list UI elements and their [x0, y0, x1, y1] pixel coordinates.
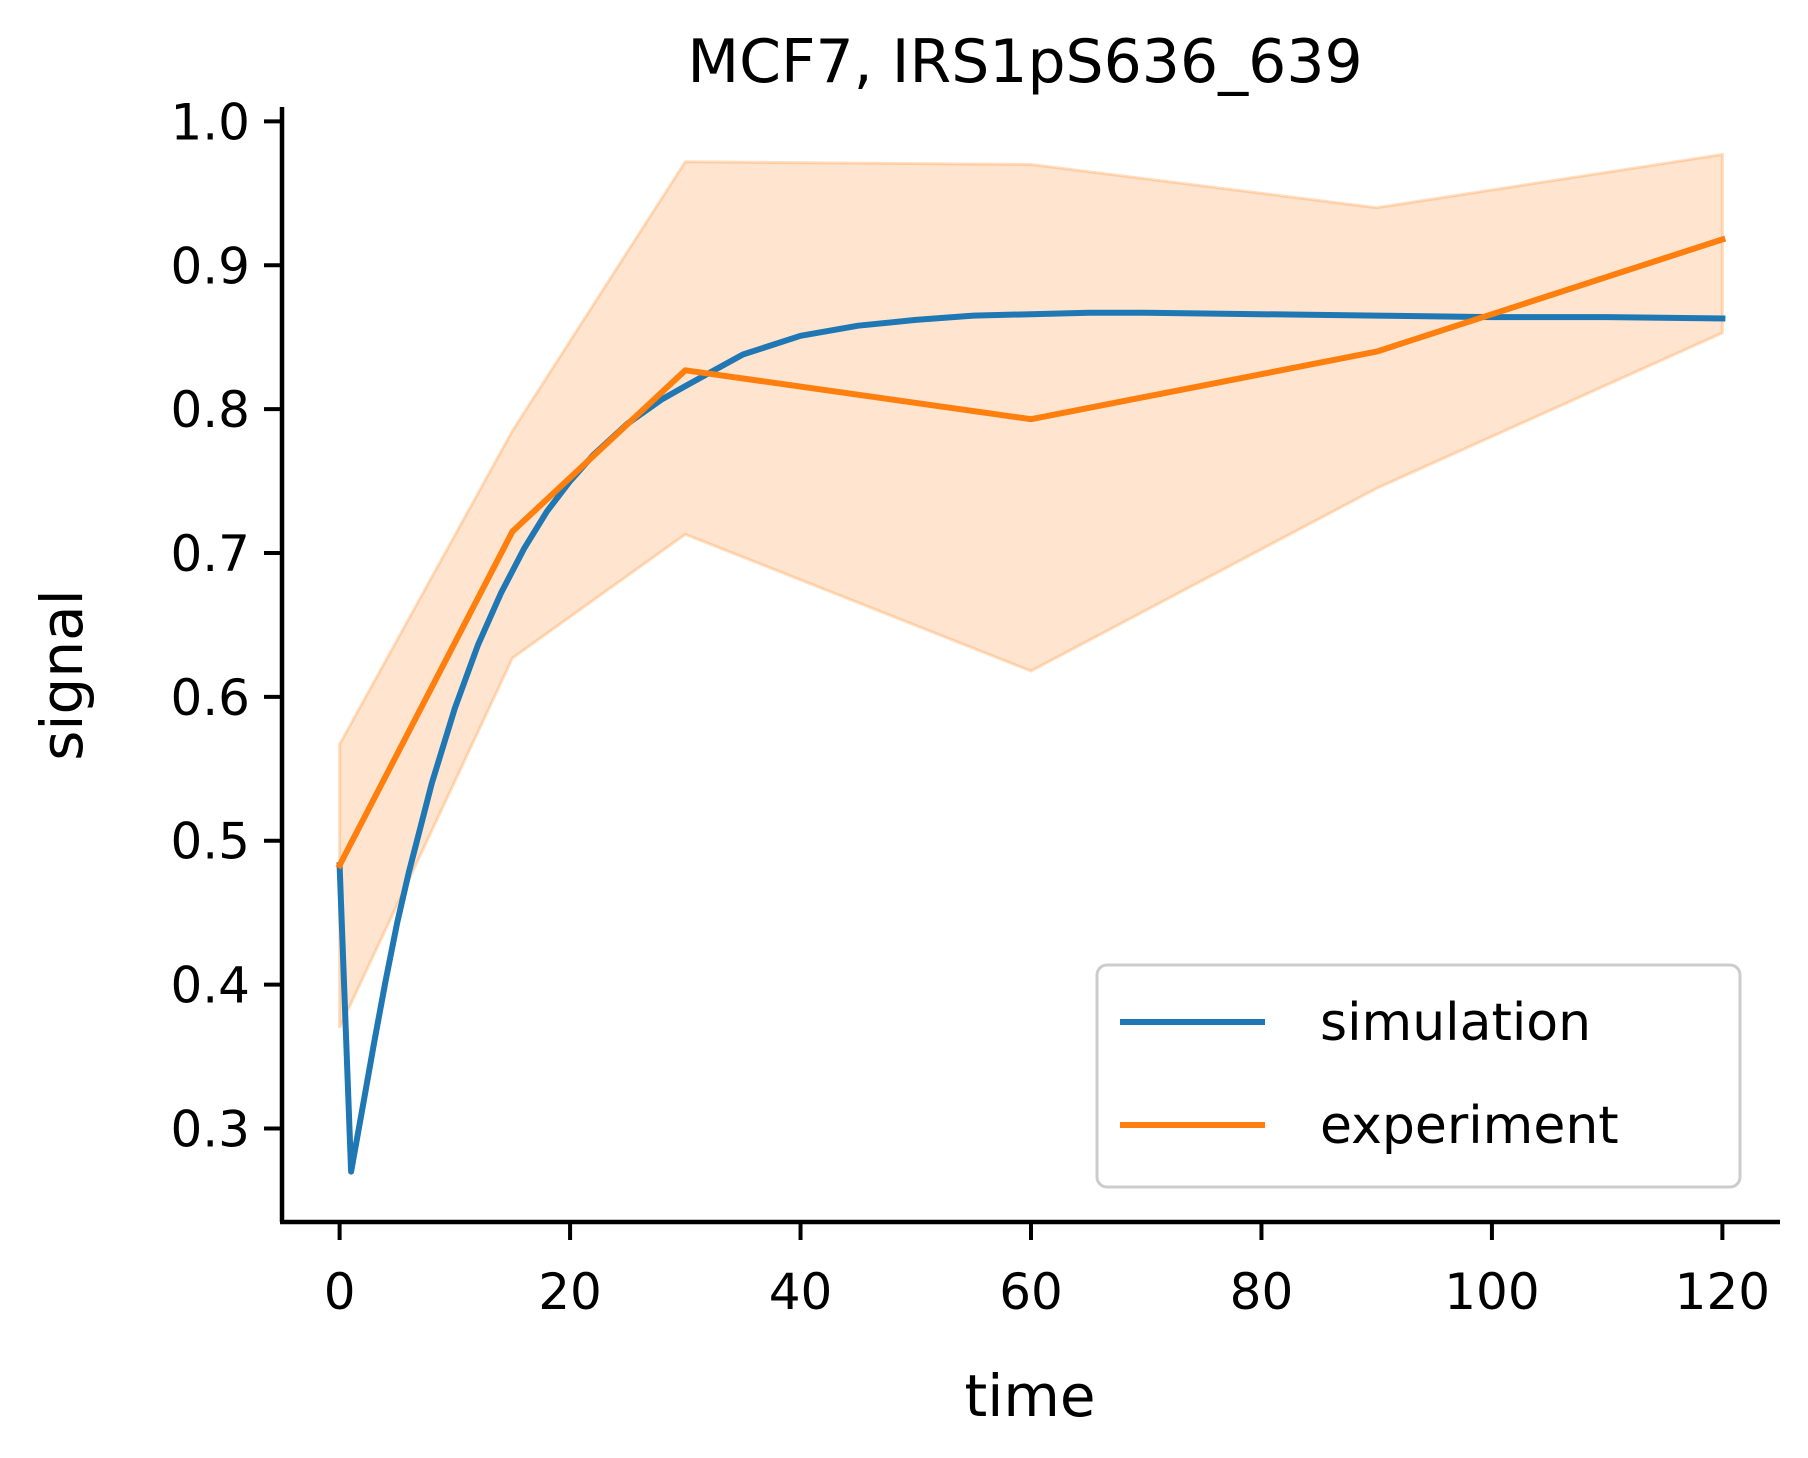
y-tick-label: 0.3 [170, 1100, 250, 1158]
plot-area [335, 152, 1727, 1175]
legend-label-simulation: simulation [1320, 993, 1591, 1053]
axes: 0 20 40 60 80 100 120 0.3 0.4 0.5 0.6 0.7 0.8 0.9 1.0 [170, 93, 1780, 1321]
x-axis-label: time [964, 1362, 1095, 1430]
legend-label-experiment: experiment [1320, 1096, 1619, 1156]
x-ticks: 0 20 40 60 80 100 120 [324, 1222, 1770, 1321]
x-tick-label: 20 [538, 1263, 602, 1321]
y-tick-label: 0.9 [170, 237, 250, 295]
y-tick-label: 0.4 [170, 957, 250, 1015]
y-tick-label: 0.6 [170, 669, 250, 727]
chart-title: MCF7, IRS1pS636_639 [687, 27, 1362, 97]
y-axis-label: signal [28, 589, 96, 761]
x-tick-label: 100 [1444, 1263, 1539, 1321]
x-tick-label: 40 [769, 1263, 833, 1321]
y-ticks: 0.3 0.4 0.5 0.6 0.7 0.8 0.9 1.0 [170, 93, 282, 1158]
y-tick-label: 0.7 [170, 525, 250, 583]
y-tick-label: 0.8 [170, 381, 250, 439]
x-tick-label: 0 [324, 1263, 356, 1321]
x-tick-label: 80 [1230, 1263, 1294, 1321]
series-line-experiment [335, 235, 1727, 870]
y-tick-label: 0.5 [170, 813, 250, 871]
legend: simulation experiment [1095, 963, 1742, 1189]
y-tick-label: 1.0 [170, 93, 250, 151]
x-tick-label: 60 [999, 1263, 1063, 1321]
series-layer [335, 235, 1727, 1175]
x-tick-label: 120 [1675, 1263, 1770, 1321]
